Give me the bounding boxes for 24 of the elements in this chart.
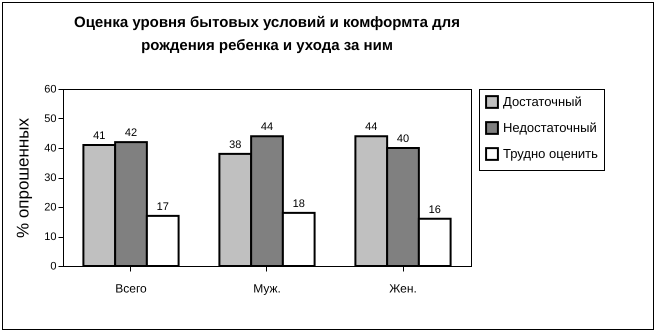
data-label: 42 — [124, 127, 138, 140]
y-tick-label: 20 — [44, 202, 56, 214]
y-tick-label: 0 — [50, 260, 56, 272]
data-label: 44 — [260, 121, 274, 134]
data-label: 18 — [292, 198, 305, 210]
legend-label: Недостаточный — [503, 120, 597, 135]
y-axis-title: % опрошенных — [13, 118, 32, 238]
data-label: 40 — [396, 133, 410, 145]
y-tick-label: 50 — [44, 113, 56, 125]
data-label: 17 — [156, 200, 169, 213]
legend-label: Достаточный — [503, 94, 582, 109]
x-tick-label: Муж. — [253, 282, 281, 296]
y-tick-label: 10 — [44, 231, 56, 243]
x-tick-label: Жен. — [389, 282, 417, 296]
y-tick-label: 60 — [44, 84, 56, 96]
y-tick-label: 30 — [44, 172, 56, 184]
data-label: 44 — [365, 121, 378, 134]
y-tick-label: 40 — [44, 142, 56, 154]
chart-title: Оценка уровня бытовых условий и комформта для рождения ребенка и ухода за ним — [74, 14, 460, 54]
x-tick-label: Всего — [115, 282, 148, 296]
legend-label: Трудно оценить — [503, 146, 598, 161]
data-label: 38 — [229, 138, 242, 151]
data-label: 16 — [428, 204, 441, 216]
data-label: 41 — [93, 130, 106, 142]
